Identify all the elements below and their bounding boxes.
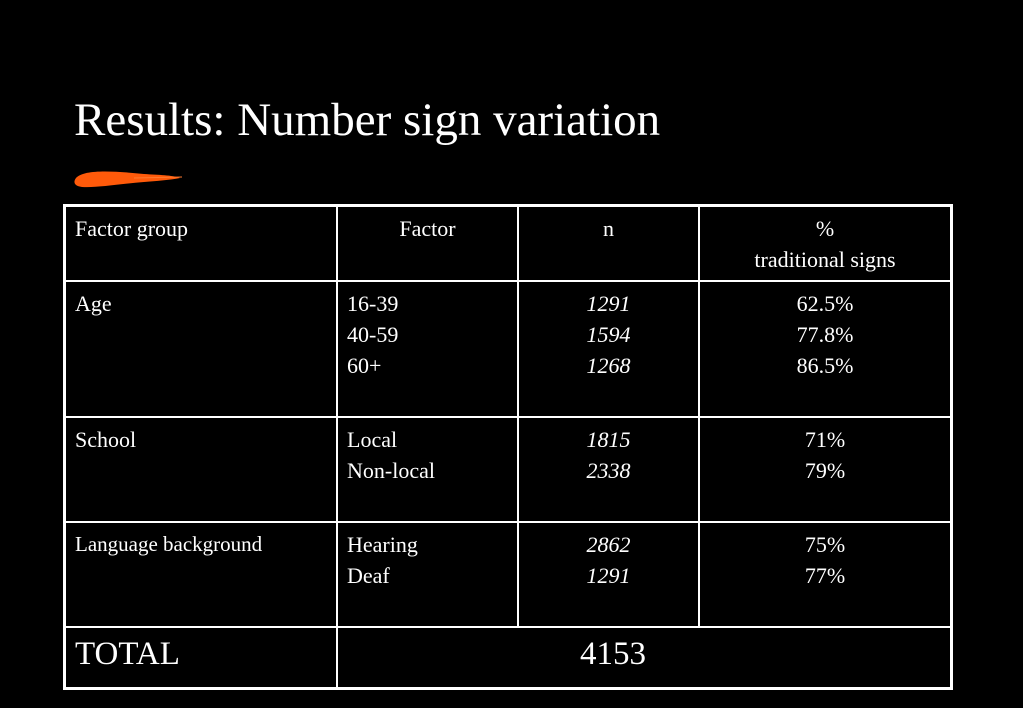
percent-value: 71% (804, 427, 846, 452)
total-row: TOTAL 4153 (63, 626, 953, 690)
factor-group: School (63, 416, 338, 523)
percent-value-cell: 75% 77% (698, 521, 953, 628)
percent-value: 75% (804, 532, 846, 557)
header-line: % (815, 216, 835, 241)
results-table: Factor group Factor n % traditional signs… (63, 204, 953, 690)
n-value: 1268 (586, 353, 631, 378)
header-cell: Factor group (63, 204, 338, 282)
n-value-cell: 1815 2338 (517, 416, 700, 523)
header-row: Factor group Factor n % traditional signs (63, 204, 953, 282)
factor: Local (347, 427, 398, 452)
header-line: traditional signs (754, 247, 896, 272)
header-cell: Factor (336, 204, 519, 282)
n-value: 1291 (586, 291, 631, 316)
n-value: 2338 (586, 458, 631, 483)
n-value-cell: 2862 1291 (517, 521, 700, 628)
factor: 16-39 (347, 291, 399, 316)
factor-cell: Hearing Deaf (336, 521, 519, 628)
percent-value: 77% (804, 563, 846, 588)
header-cell: % traditional signs (698, 204, 953, 282)
table-row: School Local Non-local 1815 2338 71% 79% (63, 416, 953, 523)
factor-group: Language background (63, 521, 338, 628)
factor: Non-local (347, 458, 435, 483)
n-value-cell: 1291 1594 1268 (517, 280, 700, 418)
table-row: Language background Hearing Deaf 2862 1291 75… (63, 521, 953, 628)
factor-cell: Local Non-local (336, 416, 519, 523)
factor-group: Age (63, 280, 338, 418)
factor: Hearing (347, 532, 418, 557)
percent-value-cell: 71% 79% (698, 416, 953, 523)
table-body: Age 16-39 40-59 60+ 1291 1594 1268 62.5% 77.8% 86… (63, 280, 953, 628)
percent-value-cell: 62.5% 77.8% 86.5% (698, 280, 953, 418)
slide-title: Results: Number sign variation (74, 94, 661, 146)
factor: 60+ (347, 353, 382, 378)
n-value: 1815 (586, 427, 631, 452)
factor: 40-59 (347, 322, 399, 347)
header-cell: n (517, 204, 700, 282)
brush-stroke (74, 171, 183, 188)
n-value: 1291 (586, 563, 631, 588)
percent-value: 86.5% (796, 353, 854, 378)
percent-value: 79% (804, 458, 846, 483)
n-value: 2862 (586, 532, 631, 557)
factor-cell: 16-39 40-59 60+ (336, 280, 519, 418)
percent-value: 62.5% (796, 291, 854, 316)
percent-value: 77.8% (796, 322, 854, 347)
total-value: 4153 (336, 626, 953, 690)
table-row: Age 16-39 40-59 60+ 1291 1594 1268 62.5% 77.8% 86… (63, 280, 953, 418)
n-value: 1594 (586, 322, 631, 347)
total-label: TOTAL (63, 626, 338, 690)
factor: Deaf (347, 563, 390, 588)
